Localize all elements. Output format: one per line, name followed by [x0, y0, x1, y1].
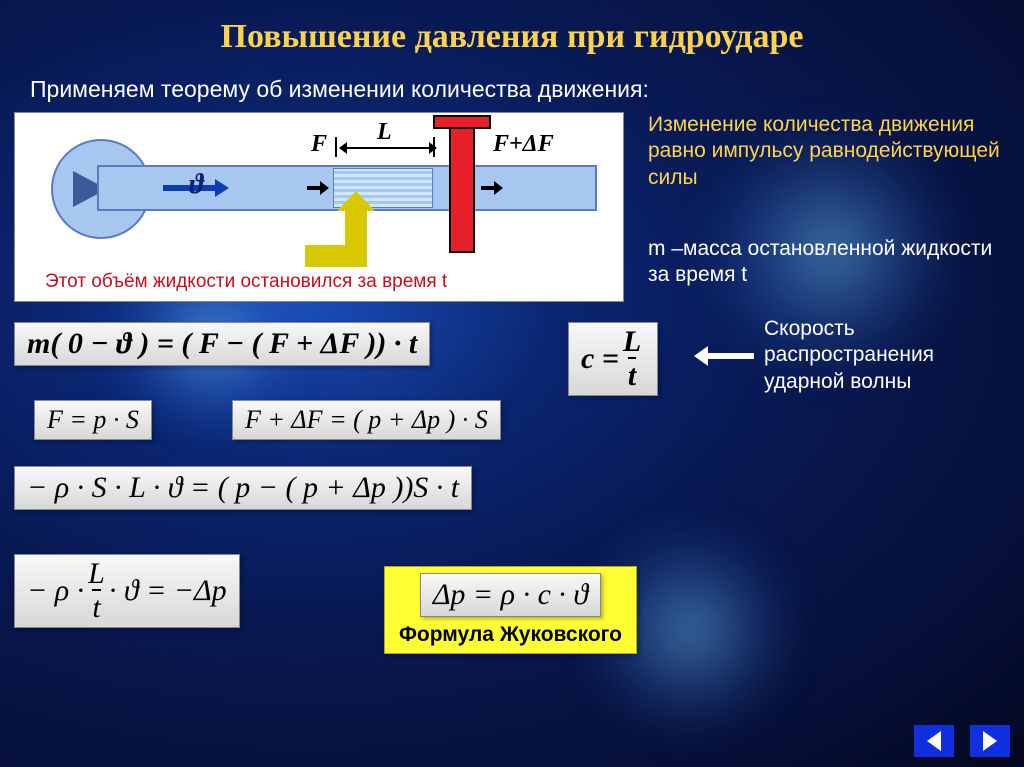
formula-rho2-num: L [88, 559, 105, 589]
nav-prev-button[interactable] [914, 725, 954, 757]
force-F-label: F [311, 131, 327, 158]
formula-rho2-pre: − ρ · [27, 574, 84, 608]
formula-FdF-text: F + ΔF = ( p + Δp ) · S [245, 405, 488, 435]
intro-text: Применяем теорему об изменении количеств… [30, 76, 649, 103]
pipe-diagram: ϑ F L F+ΔF Этот объём жидкости остановил… [14, 112, 624, 302]
formula-wave-lhs: c = [581, 342, 619, 376]
formula-FpS-text: F = p · S [47, 405, 139, 435]
speed-arrow-icon [694, 346, 754, 366]
side-text-3: Скорость распространения ударной волны [764, 316, 1014, 395]
formula-wave-den: t [628, 357, 636, 391]
formula-rho1: − ρ · S · L · ϑ = ( p − ( p + Δp ))S · t [14, 466, 472, 510]
zhukovsky-label: Формула Жуковского [399, 623, 622, 647]
formula-zhukovsky: Δp = ρ · c · ϑ [420, 573, 601, 617]
formula-rho2-post: · ϑ = −Δp [109, 574, 227, 608]
force-arrow-left-icon [307, 181, 329, 195]
formula-wave-speed: c = L t [568, 322, 658, 396]
formula-zhukovsky-text: Δp = ρ · c · ϑ [433, 578, 588, 612]
nav-next-button[interactable] [970, 725, 1010, 757]
valve-body-icon [449, 123, 475, 253]
force-FdF-label: F+ΔF [493, 131, 554, 158]
dim-tick-left [335, 137, 337, 157]
zhukovsky-box: Δp = ρ · c · ϑ Формула Жуковского [384, 566, 637, 654]
chevron-right-icon [983, 731, 997, 751]
formula-momentum-text: m( 0 − ϑ ) = ( F − ( F + ΔF )) · t [27, 327, 417, 361]
force-arrow-right-icon [481, 181, 503, 195]
formula-FpS: F = p · S [34, 400, 152, 440]
formula-rho2: − ρ · L t · ϑ = −Δp [14, 554, 240, 628]
side-text-2: m –масса остановленной жидкости за время… [648, 236, 1008, 289]
valve-cap-icon [433, 115, 491, 129]
length-L-label: L [377, 119, 392, 146]
formula-momentum: m( 0 − ϑ ) = ( F − ( F + ΔF )) · t [14, 322, 430, 366]
formula-rho2-den: t [92, 589, 100, 623]
dim-tick-right [433, 137, 435, 157]
formula-rho1-text: − ρ · S · L · ϑ = ( p − ( p + Δp ))S · t [27, 471, 459, 505]
page-title: Повышение давления при гидроударе [0, 0, 1024, 56]
velocity-symbol: ϑ [189, 169, 204, 201]
formula-wave-num: L [623, 327, 641, 357]
side-text-1: Изменение количества движения равно импу… [648, 112, 1008, 191]
formula-FdF: F + ΔF = ( p + Δp ) · S [232, 400, 501, 440]
chevron-left-icon [927, 731, 941, 751]
diagram-caption: Этот объём жидкости остановился за время… [45, 271, 447, 293]
length-dimension-line [347, 147, 429, 149]
